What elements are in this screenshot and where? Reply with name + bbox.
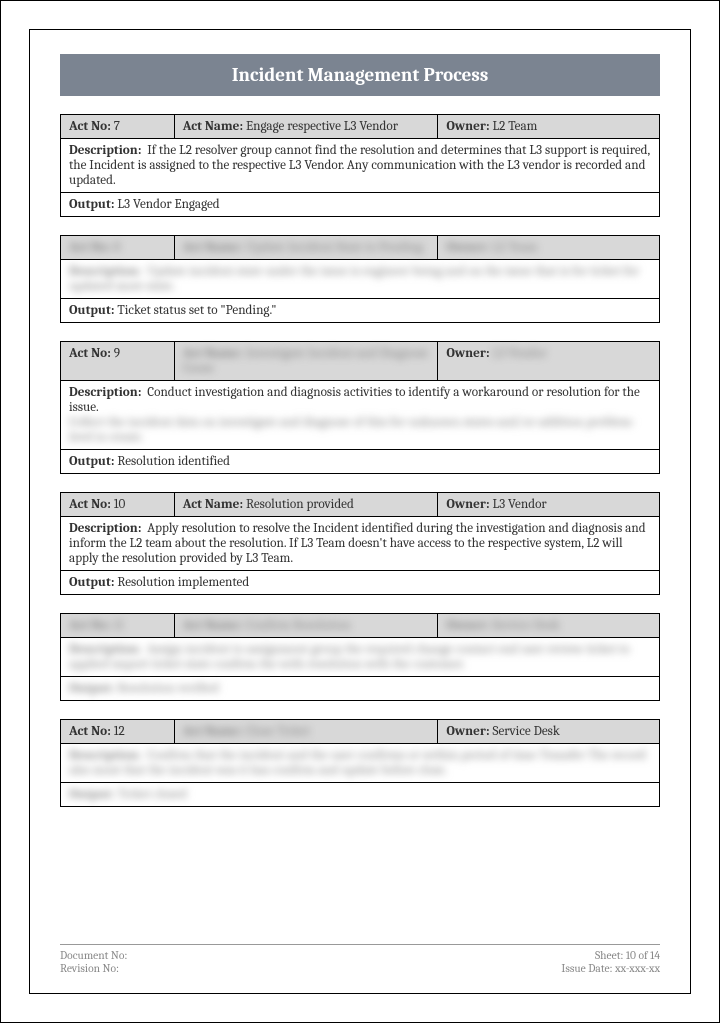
act-no-value: 8: [114, 240, 120, 255]
act-no-value: 7: [114, 119, 120, 134]
act-block-10: Act No: 10 Act Name: Resolution provided…: [60, 492, 660, 595]
owner-value: L3 Vendor: [492, 497, 546, 512]
page-title: Incident Management Process: [60, 54, 660, 96]
description-label: Description:: [69, 642, 141, 657]
output-value: Ticket closed: [117, 787, 187, 802]
description-value: Confirm that the incident and the user c…: [69, 748, 646, 778]
act-name-value: Confirm Resolution: [246, 618, 351, 633]
description-label: Description:: [69, 264, 141, 279]
owner-label: Owner:: [446, 346, 489, 361]
act-name-label: Act Name:: [183, 497, 243, 512]
act-no-label: Act No:: [69, 119, 111, 134]
act-block-12: Act No: 12 Act Name: Close Ticket Owner:…: [60, 719, 660, 807]
description-label: Description:: [69, 748, 141, 763]
output-label: Output:: [69, 197, 114, 212]
output-value: L3 Vendor Engaged: [117, 197, 219, 212]
act-no-label: Act No:: [69, 240, 111, 255]
rev-no-label: Revision No:: [60, 962, 127, 975]
act-name-value: Update Incident State to Pending: [246, 240, 423, 255]
sheet-label: Sheet: 10 of 14: [561, 949, 660, 962]
owner-value: L3 Vendor: [492, 346, 546, 361]
act-no-value: 9: [114, 346, 120, 361]
act-no-label: Act No:: [69, 346, 111, 361]
act-name-label: Act Name:: [183, 346, 243, 361]
act-no-value: 11: [114, 618, 124, 633]
act-name-label: Act Name:: [183, 240, 243, 255]
description-label: Description:: [69, 521, 141, 536]
description-prefix: Conduct investigation and diagnosis acti…: [69, 385, 640, 415]
description-blur: Collect the incident data on investigate…: [69, 415, 651, 445]
act-name-label: Act Name:: [183, 119, 243, 134]
output-label: Output:: [69, 681, 114, 696]
owner-value: Service Desk: [492, 724, 559, 739]
issue-date-label: Issue Date: xx-xxx-xx: [561, 962, 660, 975]
output-value: Resolution identified: [117, 454, 230, 469]
owner-value: L2 Team: [492, 240, 537, 255]
act-no-label: Act No:: [69, 618, 111, 633]
description-value: Update incident state under the issue is…: [69, 264, 639, 294]
output-label: Output:: [69, 454, 114, 469]
act-no-value: 12: [114, 724, 125, 739]
output-label: Output:: [69, 575, 114, 590]
output-label: Output:: [69, 303, 114, 318]
description-label: Description:: [69, 143, 141, 158]
act-name-value: Resolution provided: [246, 497, 354, 512]
act-no-value: 10: [114, 497, 126, 512]
page-footer: Document No: Revision No: Sheet: 10 of 1…: [60, 944, 660, 975]
act-name-label: Act Name:: [183, 724, 243, 739]
owner-value: L2 Team: [492, 119, 537, 134]
output-value: Resolution implemented: [117, 575, 249, 590]
owner-label: Owner:: [446, 618, 489, 633]
owner-label: Owner:: [446, 724, 489, 739]
act-name-value: Engage respective L3 Vendor: [246, 119, 398, 134]
act-block-11: Act No: 11 Act Name: Confirm Resolution …: [60, 613, 660, 701]
description-value: Assign incident to assignment group the …: [69, 642, 630, 672]
description-value: Apply resolution to resolve the Incident…: [69, 521, 646, 566]
description-label: Description:: [69, 385, 141, 400]
act-name-value: Close Ticket: [246, 724, 310, 739]
act-block-8: Act No: 8 Act Name: Update Incident Stat…: [60, 235, 660, 323]
act-no-label: Act No:: [69, 724, 111, 739]
output-value: Ticket status set to "Pending.": [117, 303, 276, 318]
output-label: Output:: [69, 787, 114, 802]
act-block-9: Act No: 9 Act Name: Investigate Incident…: [60, 341, 660, 474]
owner-label: Owner:: [446, 240, 489, 255]
description-value: If the L2 resolver group cannot find the…: [69, 143, 650, 188]
act-block-7: Act No: 7 Act Name: Engage respective L3…: [60, 114, 660, 217]
doc-no-label: Document No:: [60, 949, 127, 962]
owner-label: Owner:: [446, 119, 489, 134]
owner-value: Service Desk: [492, 618, 559, 633]
act-no-label: Act No:: [69, 497, 111, 512]
act-name-label: Act Name:: [183, 618, 243, 633]
owner-label: Owner:: [446, 497, 489, 512]
output-value: Resolution verified: [117, 681, 219, 696]
